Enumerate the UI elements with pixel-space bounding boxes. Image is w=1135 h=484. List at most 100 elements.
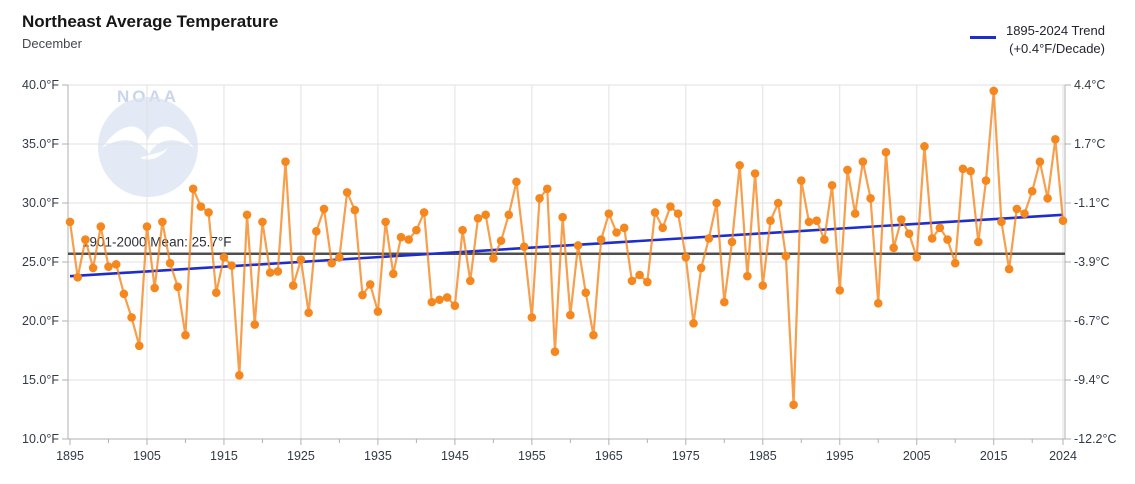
data-point[interactable] bbox=[781, 251, 791, 261]
data-point[interactable] bbox=[750, 169, 760, 178]
data-point[interactable] bbox=[650, 208, 660, 217]
data-point[interactable] bbox=[873, 299, 883, 308]
data-point[interactable] bbox=[404, 235, 413, 244]
data-point[interactable] bbox=[573, 241, 583, 250]
data-point[interactable] bbox=[897, 215, 906, 224]
data-point[interactable] bbox=[435, 295, 444, 305]
data-point[interactable] bbox=[681, 252, 691, 262]
data-point[interactable] bbox=[827, 181, 837, 190]
data-point[interactable] bbox=[943, 235, 952, 244]
data-point[interactable] bbox=[889, 243, 898, 253]
data-point[interactable] bbox=[281, 157, 290, 166]
data-point[interactable] bbox=[81, 235, 90, 244]
data-point[interactable] bbox=[350, 205, 360, 215]
data-point[interactable] bbox=[358, 290, 367, 300]
data-point[interactable] bbox=[912, 252, 922, 262]
data-point[interactable] bbox=[1058, 216, 1068, 225]
data-point[interactable] bbox=[712, 198, 721, 208]
data-point[interactable] bbox=[327, 258, 337, 268]
data-point[interactable] bbox=[1043, 193, 1052, 203]
data-point[interactable] bbox=[858, 157, 868, 166]
data-point[interactable] bbox=[612, 228, 621, 237]
data-point[interactable] bbox=[173, 282, 183, 292]
data-point[interactable] bbox=[111, 260, 121, 269]
data-point[interactable] bbox=[1012, 204, 1022, 214]
data-point[interactable] bbox=[489, 254, 498, 263]
data-point[interactable] bbox=[558, 212, 567, 222]
data-point[interactable] bbox=[242, 210, 252, 220]
data-point[interactable] bbox=[481, 210, 490, 220]
data-point[interactable] bbox=[304, 308, 313, 318]
data-point[interactable] bbox=[689, 319, 698, 328]
data-point[interactable] bbox=[265, 268, 275, 277]
data-point[interactable] bbox=[465, 276, 475, 286]
data-point[interactable] bbox=[720, 297, 729, 307]
data-point[interactable] bbox=[419, 208, 429, 217]
data-point[interactable] bbox=[96, 222, 106, 231]
data-point[interactable] bbox=[843, 165, 852, 175]
data-point[interactable] bbox=[1020, 209, 1029, 218]
data-point[interactable] bbox=[496, 236, 506, 246]
data-point[interactable] bbox=[850, 209, 860, 218]
data-point[interactable] bbox=[389, 269, 398, 279]
data-point[interactable] bbox=[619, 223, 629, 233]
data-point[interactable] bbox=[396, 232, 406, 242]
data-point[interactable] bbox=[288, 281, 298, 290]
data-point[interactable] bbox=[250, 320, 260, 329]
data-point[interactable] bbox=[604, 209, 614, 218]
data-point[interactable] bbox=[73, 273, 82, 282]
data-point[interactable] bbox=[219, 252, 229, 262]
data-point[interactable] bbox=[373, 307, 383, 316]
data-point[interactable] bbox=[966, 166, 975, 176]
data-point[interactable] bbox=[150, 283, 159, 293]
data-point[interactable] bbox=[804, 217, 814, 227]
data-point[interactable] bbox=[165, 258, 175, 268]
data-point[interactable] bbox=[627, 276, 637, 286]
data-point[interactable] bbox=[312, 227, 321, 236]
data-point[interactable] bbox=[1051, 134, 1060, 144]
data-point[interactable] bbox=[158, 217, 167, 227]
data-point[interactable] bbox=[458, 225, 467, 235]
data-point[interactable] bbox=[519, 242, 529, 251]
data-point[interactable] bbox=[127, 313, 136, 322]
data-point[interactable] bbox=[796, 176, 806, 185]
data-point[interactable] bbox=[735, 160, 744, 170]
data-point[interactable] bbox=[227, 261, 236, 270]
data-point[interactable] bbox=[88, 263, 98, 273]
data-point[interactable] bbox=[812, 216, 821, 225]
data-point[interactable] bbox=[989, 86, 999, 96]
data-point[interactable] bbox=[958, 164, 968, 174]
data-point[interactable] bbox=[119, 289, 129, 299]
data-point[interactable] bbox=[335, 252, 344, 262]
data-point[interactable] bbox=[997, 217, 1006, 227]
data-point[interactable] bbox=[881, 147, 891, 157]
data-point[interactable] bbox=[743, 271, 752, 281]
data-point[interactable] bbox=[204, 208, 213, 217]
data-point[interactable] bbox=[381, 217, 390, 227]
data-point[interactable] bbox=[696, 263, 706, 273]
data-point[interactable] bbox=[974, 237, 983, 247]
data-point[interactable] bbox=[211, 288, 221, 297]
data-point[interactable] bbox=[920, 142, 929, 151]
data-point[interactable] bbox=[65, 217, 75, 227]
data-point[interactable] bbox=[673, 209, 683, 218]
data-point[interactable] bbox=[427, 297, 437, 307]
data-point[interactable] bbox=[643, 277, 652, 287]
data-point[interactable] bbox=[835, 286, 845, 295]
data-point[interactable] bbox=[1027, 186, 1037, 196]
data-point[interactable] bbox=[666, 202, 675, 211]
data-point[interactable] bbox=[773, 198, 783, 208]
data-point[interactable] bbox=[442, 293, 452, 302]
data-point[interactable] bbox=[820, 235, 829, 244]
data-point[interactable] bbox=[535, 193, 544, 203]
data-point[interactable] bbox=[181, 330, 190, 340]
data-point[interactable] bbox=[950, 258, 960, 268]
data-point[interactable] bbox=[566, 310, 575, 320]
data-point[interactable] bbox=[142, 222, 152, 231]
data-point[interactable] bbox=[273, 267, 283, 276]
data-point[interactable] bbox=[935, 223, 945, 233]
data-point[interactable] bbox=[235, 370, 244, 380]
data-point[interactable] bbox=[1004, 264, 1014, 274]
data-point[interactable] bbox=[542, 184, 552, 194]
data-point[interactable] bbox=[658, 223, 668, 233]
